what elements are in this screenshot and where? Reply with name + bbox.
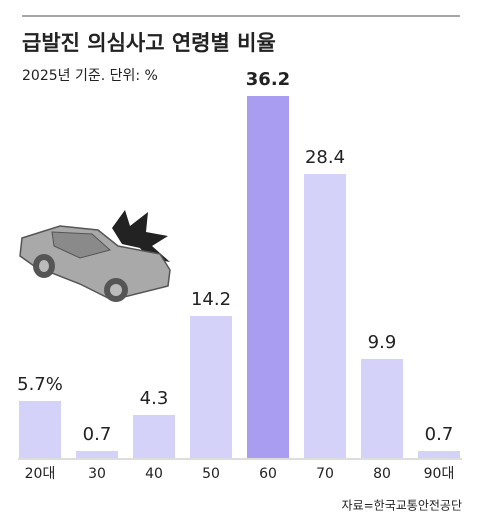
x-tick-label: 50 [202, 466, 220, 482]
chart-title: 급발진 의심사고 연령별 비율 [22, 31, 276, 55]
x-tick-label: 80 [373, 466, 391, 482]
bar [418, 451, 460, 458]
bar [133, 415, 175, 458]
x-tick-label: 70 [316, 466, 334, 482]
bar [190, 316, 232, 458]
bar [19, 401, 61, 458]
value-label: 5.7% [17, 374, 63, 395]
source: 자료=한국교통안전공단 [342, 499, 462, 513]
bar [76, 451, 118, 458]
bar [304, 174, 346, 458]
value-label: 0.7 [83, 424, 112, 445]
value-label: 4.3 [140, 388, 169, 409]
value-label: 14.2 [191, 289, 231, 310]
x-tick-label: 90대 [424, 466, 455, 482]
value-label: 36.2 [246, 69, 290, 90]
bar [361, 359, 403, 458]
x-tick-label: 60 [259, 466, 277, 482]
value-label: 0.7 [425, 424, 454, 445]
value-label: 28.4 [305, 147, 345, 168]
x-tick-label: 20대 [25, 466, 56, 482]
bar [247, 96, 289, 458]
car-illustration [19, 210, 171, 302]
value-label: 9.9 [368, 332, 397, 353]
x-tick-label: 40 [145, 466, 163, 482]
chart-subtitle: 2025년 기준. 단위: % [22, 68, 158, 84]
x-tick-label: 30 [88, 466, 106, 482]
